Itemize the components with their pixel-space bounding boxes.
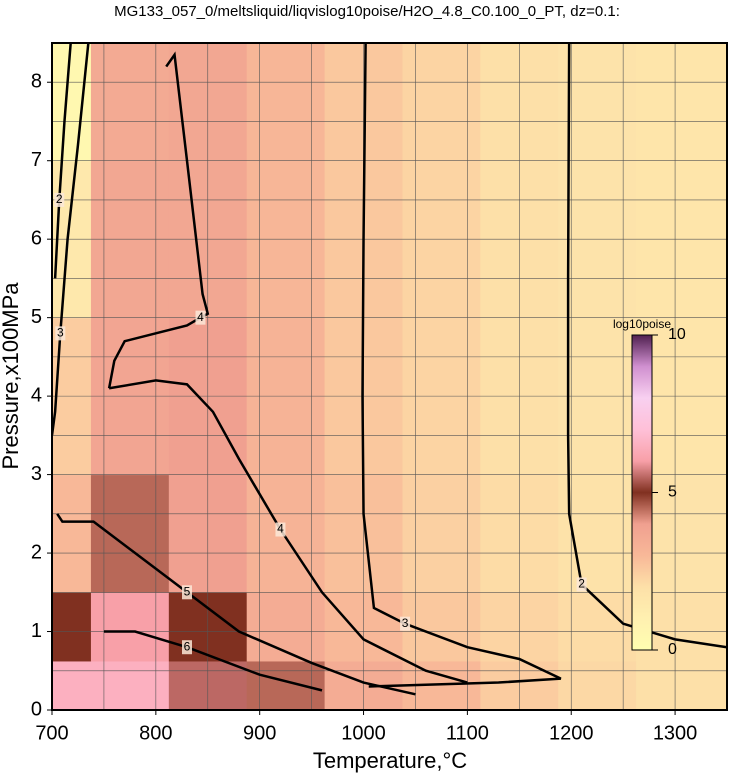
grid [52,43,727,710]
x-tick-label: 1000 [341,722,386,744]
contour-label: 4 [277,522,284,536]
y-tick-label: 2 [31,541,42,563]
contour-label: 4 [197,310,204,324]
heatmap-cell [636,660,727,710]
heatmap-cell [90,43,170,162]
contour-label-bg [400,616,411,631]
plot-frame [51,42,728,711]
heatmap-cell [246,43,326,162]
colorbar-tick-label: 0 [668,641,677,658]
y-axis-label: Pressure,x100MPa [0,282,23,470]
contour-line [53,43,72,279]
contour-line [52,43,90,436]
heatmap-cell [90,660,170,710]
contours: 4 4 5 6 3 2 3 2 [52,43,727,696]
contour-label: 6 [184,639,191,653]
colorbar: log10poise 0 5 10 [613,317,686,658]
heatmap-cell [402,474,481,593]
heatmap-cell [402,43,481,162]
heatmap-cell [558,592,637,662]
heatmap-cell [52,660,92,710]
contour-label: 2 [578,577,585,591]
y-tick-label: 6 [31,227,42,249]
x-tick-label: 1200 [549,722,594,744]
colorbar-label: log10poise [613,317,671,331]
y-tick-label: 7 [31,149,42,171]
colorbar-tick-label: 5 [668,484,677,501]
heatmap-cell [636,43,727,162]
chart-title: MG133_057_0/meltsliquid/liqvislog10poise… [114,3,620,20]
x-tick-label: 700 [35,722,68,744]
contour-label-bg [275,522,286,537]
y-tick-label: 0 [31,698,42,720]
contour-label-bg [54,192,65,207]
colorbar-tick-label: 10 [668,326,686,343]
contour-line [566,43,727,649]
x-axis-label: Temperature,°C [313,748,467,773]
y-tick-label: 5 [31,306,42,328]
heatmap-cell [52,474,92,593]
contour-label-bg [55,326,66,341]
heatmap-cell [246,660,326,710]
x-tick-label: 1300 [653,722,698,744]
heatmap-cell [558,660,637,710]
contour-label-bg [576,577,587,592]
y-tick-label: 4 [31,384,42,406]
y-tick-label: 1 [31,620,42,642]
y-tick-label: 3 [31,463,42,485]
y-tick-label: 8 [31,71,42,93]
heatmap-cell [90,474,170,593]
contour-label-bg [182,585,192,600]
contour-label: 3 [402,616,409,630]
heatmap-cell [52,592,92,662]
x-tick-label: 1100 [446,722,489,744]
colorbar-ramp [631,334,653,651]
contour-line [108,379,468,684]
contour-label: 3 [57,326,64,340]
x-tick-label: 800 [139,722,172,744]
heatmap-cell [90,592,170,662]
contour-label-bg [182,640,192,655]
heatmap [52,43,727,710]
heatmap-cell [52,43,92,162]
contour-label: 2 [56,192,63,206]
contour-label: 5 [184,584,191,598]
x-tick-label: 900 [243,722,276,744]
contour-label-bg [195,310,206,325]
